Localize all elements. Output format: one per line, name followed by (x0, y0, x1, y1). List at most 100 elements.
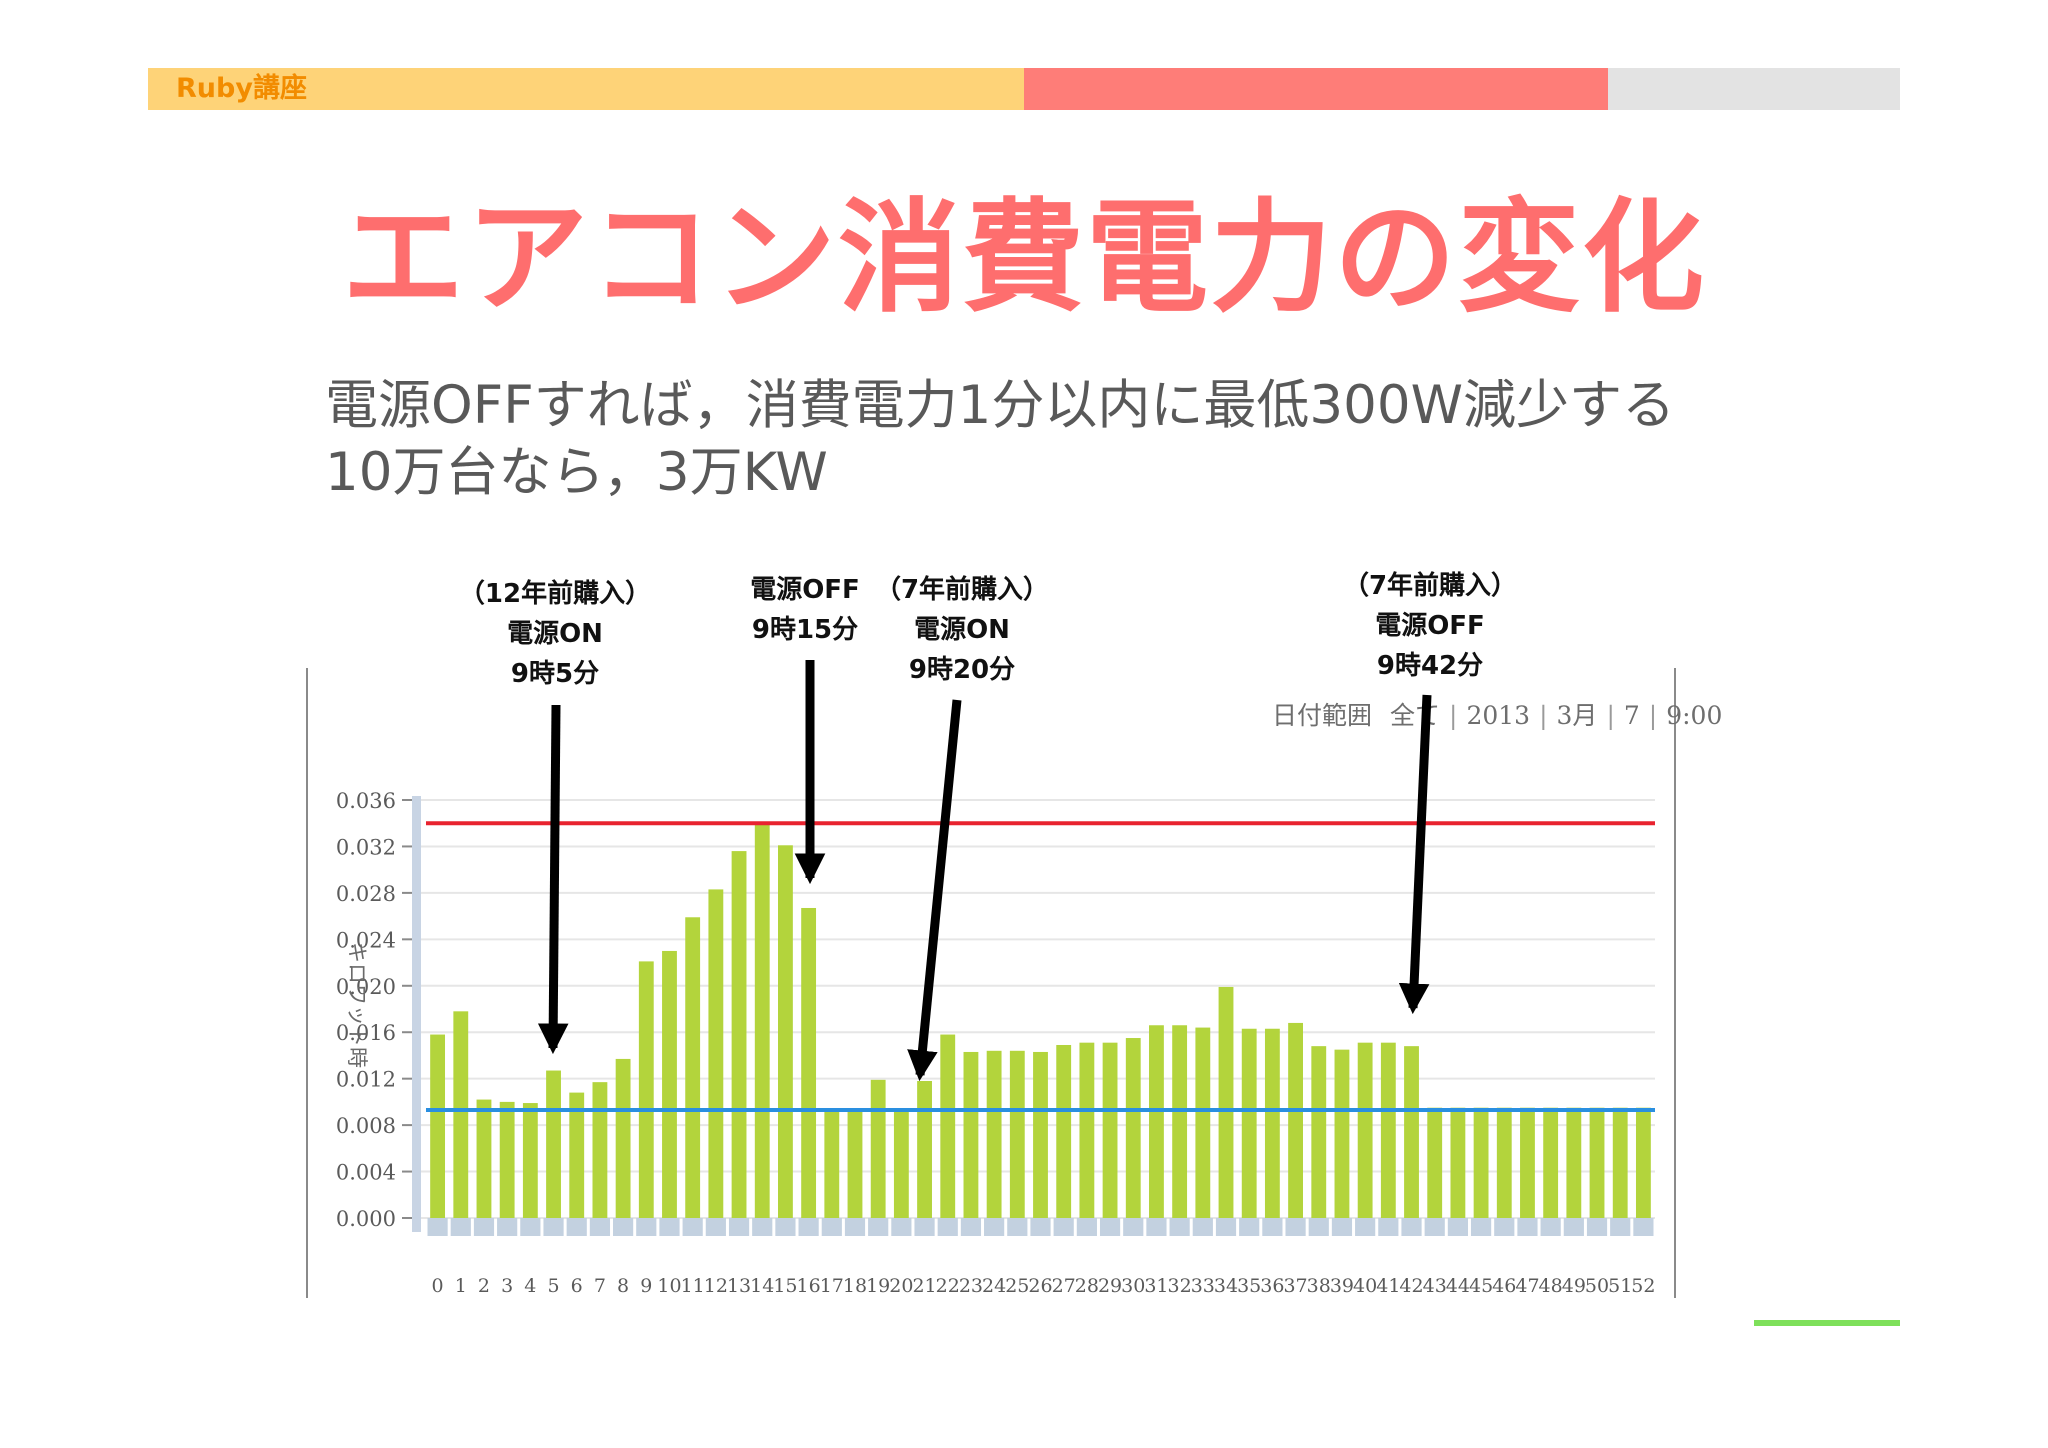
x-tick-label: 35 (1237, 1275, 1261, 1297)
annotation-line: （7年前購入） (874, 575, 1050, 605)
x-tick-label: 13 (727, 1275, 751, 1297)
bar (1033, 1051, 1048, 1218)
bar (1450, 1107, 1466, 1218)
x-tick-label: 41 (1376, 1275, 1400, 1297)
bar (1543, 1107, 1559, 1218)
annotation-line: 9時5分 (510, 659, 600, 689)
bar (847, 1111, 863, 1218)
filter-month[interactable]: 3月 (1556, 701, 1598, 730)
x-tick-label: 34 (1214, 1275, 1238, 1297)
x-tick-label: 2 (478, 1275, 490, 1297)
x-tick-label: 30 (1121, 1275, 1145, 1297)
bar-base (1099, 1218, 1121, 1236)
bar-base (1494, 1218, 1515, 1236)
bar (1125, 1038, 1141, 1218)
bar (940, 1034, 956, 1218)
y-axis-label: キロワット時 (345, 942, 369, 1068)
x-tick-label: 18 (843, 1275, 867, 1297)
annotation-line: （7年前購入） (1342, 571, 1518, 601)
footer-accent-line (1754, 1320, 1900, 1326)
slide-title: エアコン消費電力の変化 (342, 187, 1706, 329)
chart-bars (427, 823, 1654, 1236)
x-tick-label: 36 (1260, 1275, 1284, 1297)
header-bar: Ruby講座 (148, 68, 1900, 110)
x-tick-label: 25 (1005, 1275, 1029, 1297)
bar-base (1470, 1218, 1492, 1236)
bar (731, 851, 747, 1218)
chart-date-filter: 日付範囲 全て | 2013 | 3月 | 7 | 9:00 (1272, 696, 1722, 732)
x-tick-label: 20 (889, 1275, 913, 1297)
chart-y-axis: 0.000 0.004 0.008 0.012 0.016 0.020 0.024 0.028… (336, 789, 421, 1232)
filter-year[interactable]: 2013 (1466, 701, 1531, 730)
annotation-ac-12yr-off: 電源OFF 9時15分 (735, 570, 875, 650)
y-axis-strip (412, 796, 421, 1232)
bar-base (1239, 1218, 1260, 1236)
bar (708, 889, 724, 1218)
bar (1404, 1046, 1419, 1218)
x-tick-label: 11 (681, 1275, 705, 1297)
bar-base (1146, 1218, 1167, 1236)
filter-time[interactable]: 9:00 (1666, 701, 1723, 730)
y-tick-label: 0.020 (336, 975, 396, 999)
x-tick-label: 17 (820, 1275, 844, 1297)
x-tick-label: 29 (1098, 1275, 1122, 1297)
bar (986, 1050, 1002, 1218)
bar-base (1285, 1218, 1306, 1236)
bar-base (891, 1218, 912, 1236)
annotation-ac-12yr-on: （12年前購入） 電源ON 9時5分 (455, 574, 655, 694)
annotation-ac-7yr-off: （7年前購入） 電源OFF 9時42分 (1330, 566, 1530, 686)
bar-base (1076, 1218, 1097, 1236)
annotation-line: 電源OFF (750, 575, 860, 605)
bar (1427, 1107, 1443, 1218)
bar (569, 1092, 585, 1218)
x-tick-label: 28 (1075, 1275, 1099, 1297)
bar (1056, 1044, 1072, 1218)
bar-base (705, 1218, 726, 1236)
bar (1218, 986, 1234, 1218)
bar-base (1030, 1218, 1051, 1236)
bar-base (659, 1218, 680, 1236)
bar-base (1331, 1218, 1353, 1236)
bar (1589, 1107, 1605, 1218)
x-tick-label: 1 (455, 1275, 467, 1297)
bar-base (821, 1218, 842, 1236)
x-tick-label: 50 (1585, 1275, 1609, 1297)
header-segment-1 (148, 68, 1024, 110)
bar-base (1517, 1218, 1538, 1236)
x-tick-label: 16 (797, 1275, 821, 1297)
x-tick-label: 27 (1052, 1275, 1076, 1297)
x-tick-label: 42 (1399, 1275, 1423, 1297)
bar (1288, 1022, 1303, 1218)
filter-day[interactable]: 7 (1623, 701, 1640, 730)
bar-base (937, 1218, 958, 1236)
filter-label: 日付範囲 (1272, 701, 1373, 730)
filter-scope[interactable]: 全て (1390, 701, 1441, 730)
x-tick-label: 38 (1307, 1275, 1331, 1297)
x-tick-label: 32 (1168, 1275, 1192, 1297)
bar (1380, 1042, 1396, 1218)
bar-base (636, 1218, 657, 1236)
bar (1520, 1107, 1535, 1218)
bar (893, 1110, 909, 1218)
bar-base (682, 1218, 703, 1236)
bar (1264, 1028, 1280, 1218)
bar (662, 950, 677, 1218)
bar (1635, 1107, 1651, 1218)
bar-base (427, 1218, 448, 1236)
x-tick-label: 37 (1283, 1275, 1307, 1297)
x-tick-label: 15 (773, 1275, 797, 1297)
bar (1172, 1025, 1188, 1218)
bar (1473, 1107, 1489, 1218)
x-tick-label: 8 (617, 1275, 629, 1297)
bar (1195, 1027, 1211, 1218)
bar-base (497, 1218, 518, 1236)
annotation-ac-7yr-on: （7年前購入） 電源ON 9時20分 (862, 570, 1062, 690)
bar-base (728, 1218, 750, 1236)
bar (1357, 1042, 1373, 1218)
x-tick-label: 39 (1330, 1275, 1354, 1297)
annotation-line: 電源ON (507, 619, 603, 649)
x-tick-label: 26 (1028, 1275, 1052, 1297)
bar-base (1053, 1218, 1074, 1236)
bar (754, 823, 770, 1218)
x-tick-label: 0 (432, 1275, 444, 1297)
